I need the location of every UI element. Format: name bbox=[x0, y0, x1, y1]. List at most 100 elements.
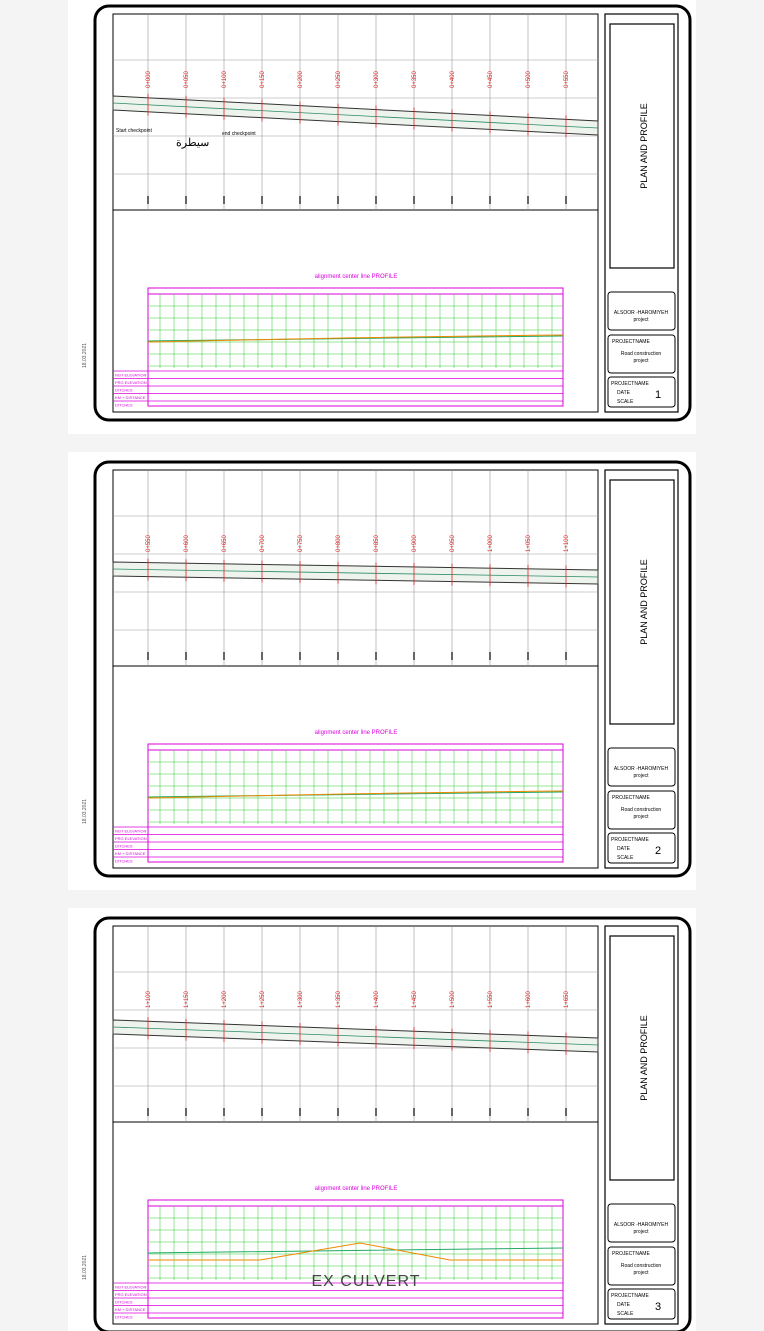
arabic-note: سيطرة bbox=[176, 137, 209, 149]
sheet-card bbox=[68, 452, 696, 890]
end-note: end checkpoint bbox=[222, 131, 256, 137]
sheet-card bbox=[68, 0, 696, 434]
client-sub: project bbox=[633, 1229, 649, 1235]
row-label: DITCHES bbox=[115, 1315, 133, 1320]
row-label: NGT ELEVATION bbox=[115, 373, 146, 378]
row-label: DITCHES bbox=[115, 1300, 133, 1305]
row-label: KM + DISTANCE bbox=[115, 1307, 146, 1312]
drawing-title: PLAN AND PROFILE bbox=[639, 559, 649, 645]
station-label: 1+300 bbox=[298, 990, 304, 1008]
project-name: Road construction bbox=[621, 1263, 662, 1269]
row-label: PRG ELEVATION bbox=[115, 836, 147, 841]
client-sub: project bbox=[633, 773, 649, 779]
project-box bbox=[607, 334, 676, 374]
station-label: 0+000 bbox=[146, 70, 152, 88]
start-note: Start checkpoint bbox=[116, 128, 152, 134]
project-label: PROJECTNAME bbox=[611, 1293, 649, 1299]
scale-label: SCALE bbox=[617, 855, 634, 861]
station-label: 1+650 bbox=[564, 990, 570, 1008]
drawing-area bbox=[112, 13, 599, 413]
station-label: 1+100 bbox=[146, 990, 152, 1008]
client-box bbox=[607, 747, 676, 787]
design-line bbox=[147, 334, 564, 343]
station-label: 1+100 bbox=[564, 534, 570, 552]
sheet-number: 1 bbox=[655, 389, 661, 401]
station-label: 0+900 bbox=[412, 534, 418, 552]
road-axis bbox=[112, 568, 599, 578]
station-label: 0+350 bbox=[412, 70, 418, 88]
info-box bbox=[607, 376, 676, 408]
station-label: 0+700 bbox=[260, 534, 266, 552]
station-label: 0+550 bbox=[564, 70, 570, 88]
client-box bbox=[607, 291, 676, 331]
design-line bbox=[148, 1242, 563, 1261]
station-label: 1+500 bbox=[450, 990, 456, 1008]
scale-label: SCALE bbox=[617, 399, 634, 405]
date-label: DATE bbox=[617, 1302, 631, 1308]
profile-title: alignment center line PROFILE bbox=[315, 730, 398, 736]
row-label: KM + DISTANCE bbox=[115, 851, 146, 856]
station-label: 0+850 bbox=[374, 534, 380, 552]
project-name: Road construction bbox=[621, 351, 662, 357]
row-label: DITCHES bbox=[115, 859, 133, 864]
info-box bbox=[607, 832, 676, 864]
project-box bbox=[607, 790, 676, 830]
station-label: 1+200 bbox=[222, 990, 228, 1008]
profile-box bbox=[147, 743, 564, 863]
project-label: PROJECTNAME bbox=[611, 837, 649, 843]
project-sub: project bbox=[633, 814, 649, 820]
station-label: 0+100 bbox=[222, 70, 228, 88]
sheet: 0+550 0+600 0+650 0+700 0+750 0+800 0+850 0+900… bbox=[68, 452, 696, 890]
title-inner bbox=[609, 935, 675, 1181]
project-label: PROJECTNAME bbox=[612, 795, 650, 801]
station-label: 1+250 bbox=[260, 990, 266, 1008]
client: ALSOOR -HAROMIYEH bbox=[614, 766, 669, 772]
scale-label: SCALE bbox=[617, 1311, 634, 1317]
client: ALSOOR -HAROMIYEH bbox=[614, 1222, 669, 1228]
frame bbox=[93, 916, 692, 1331]
station-label: 0+600 bbox=[184, 534, 190, 552]
project-sub: project bbox=[633, 358, 649, 364]
project-label: PROJECTNAME bbox=[612, 339, 650, 345]
station-label: 0+550 bbox=[146, 534, 152, 552]
row-label: KM + DISTANCE bbox=[115, 395, 146, 400]
sheet-date: 18.03.2021 bbox=[82, 1255, 88, 1280]
station-label: 0+450 bbox=[488, 70, 494, 88]
station-label: 0+200 bbox=[298, 70, 304, 88]
station-label: 0+250 bbox=[336, 70, 342, 88]
sheet-card bbox=[68, 908, 696, 1331]
project-name: Road construction bbox=[621, 807, 662, 813]
sheet-number: 3 bbox=[655, 1301, 661, 1313]
station-label: 0+950 bbox=[450, 534, 456, 552]
road-axis bbox=[112, 102, 599, 129]
project-box bbox=[607, 1246, 676, 1286]
station-label: 0+300 bbox=[374, 70, 380, 88]
station-label: 0+400 bbox=[450, 70, 456, 88]
drawing-title: PLAN AND PROFILE bbox=[639, 1015, 649, 1101]
row-label: PRG ELEVATION bbox=[115, 1292, 147, 1297]
station-label: 1+550 bbox=[488, 990, 494, 1008]
project-label: PROJECTNAME bbox=[611, 381, 649, 387]
station-label: 1+450 bbox=[412, 990, 418, 1008]
drawing-area bbox=[112, 469, 599, 869]
title-block bbox=[604, 469, 679, 869]
client-box bbox=[607, 1203, 676, 1243]
station-label: 1+400 bbox=[374, 990, 380, 1008]
station-label: 0+500 bbox=[526, 70, 532, 88]
station-label: 1+350 bbox=[336, 990, 342, 1008]
date-label: DATE bbox=[617, 390, 631, 396]
client: ALSOOR -HAROMIYEH bbox=[614, 310, 669, 316]
row-label: NGT ELEVATION bbox=[115, 1285, 146, 1290]
sheet-date: 18.03.2021 bbox=[82, 799, 88, 824]
row-label: PRG ELEVATION bbox=[115, 380, 147, 385]
station-label: 0+150 bbox=[260, 70, 266, 88]
profile-box bbox=[147, 1199, 564, 1319]
info-box bbox=[607, 1288, 676, 1320]
client-sub: project bbox=[633, 317, 649, 323]
profile-title: alignment center line PROFILE bbox=[315, 274, 398, 280]
station-label: 1+000 bbox=[488, 534, 494, 552]
row-label: NGT ELEVATION bbox=[115, 829, 146, 834]
design-line bbox=[147, 790, 564, 799]
station-label: 1+050 bbox=[526, 534, 532, 552]
